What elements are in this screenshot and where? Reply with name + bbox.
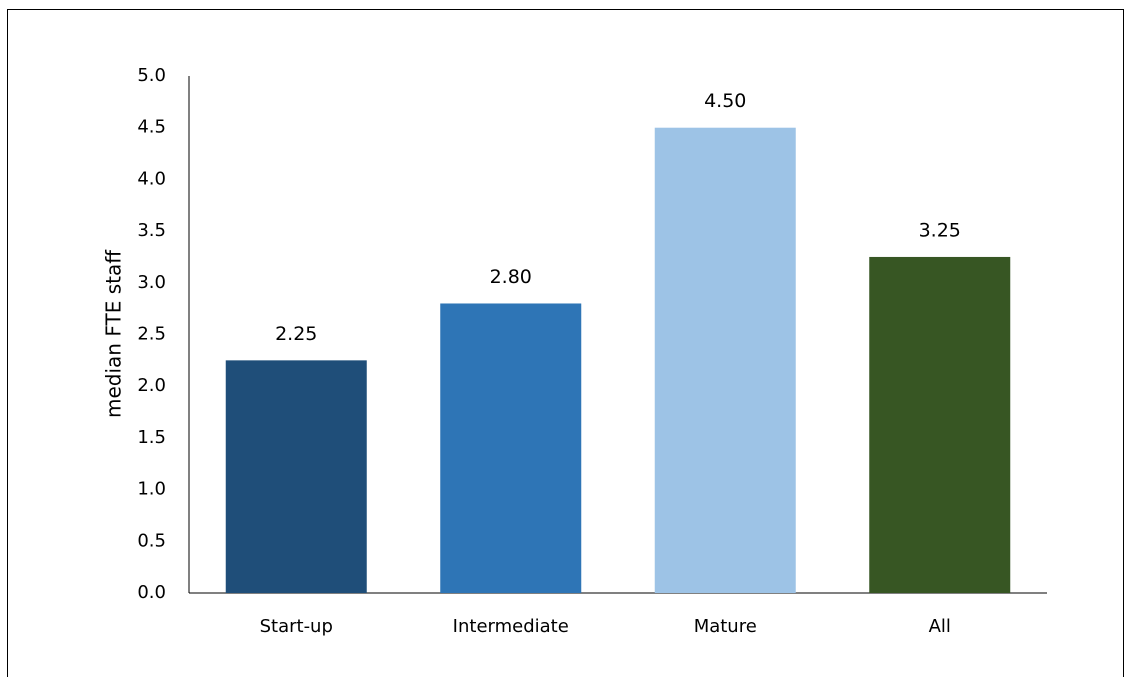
y-tick-label: 2.0 [137,375,166,396]
x-category-label: Start-up [260,616,333,637]
x-category-label: Mature [694,616,757,637]
y-tick-label: 1.5 [137,427,166,448]
y-tick-labels: 0.0 0.5 1.0 1.5 2.0 2.5 3.0 3.5 4.0 4.5 5.0 [137,65,166,603]
y-axis-title: median FTE staff [102,249,126,418]
bars [225,127,1011,593]
y-tick-label: 2.5 [137,324,166,345]
y-tick-label: 0.0 [137,582,166,603]
bar-value-label: 4.50 [704,90,746,112]
y-tick-label: 4.0 [137,168,166,189]
bar-mature [654,127,796,593]
data-labels: 2.25 2.80 4.50 3.25 [275,90,961,345]
y-tick-label: 1.0 [137,479,166,500]
bar-value-label: 3.25 [919,219,961,241]
y-tick-label: 4.5 [137,117,166,138]
bar-start-up [225,360,367,593]
y-tick-label: 5.0 [137,65,166,86]
category-labels: Start-up Intermediate Mature All [260,616,951,637]
x-category-label: All [929,616,951,637]
bar-all [869,256,1011,593]
bar-intermediate [440,303,582,593]
bar-value-label: 2.80 [490,266,532,288]
y-tick-label: 3.0 [137,272,166,293]
bar-value-label: 2.25 [275,323,317,345]
y-tick-label: 3.5 [137,220,166,241]
x-category-label: Intermediate [453,616,569,637]
y-tick-label: 0.5 [137,530,166,551]
